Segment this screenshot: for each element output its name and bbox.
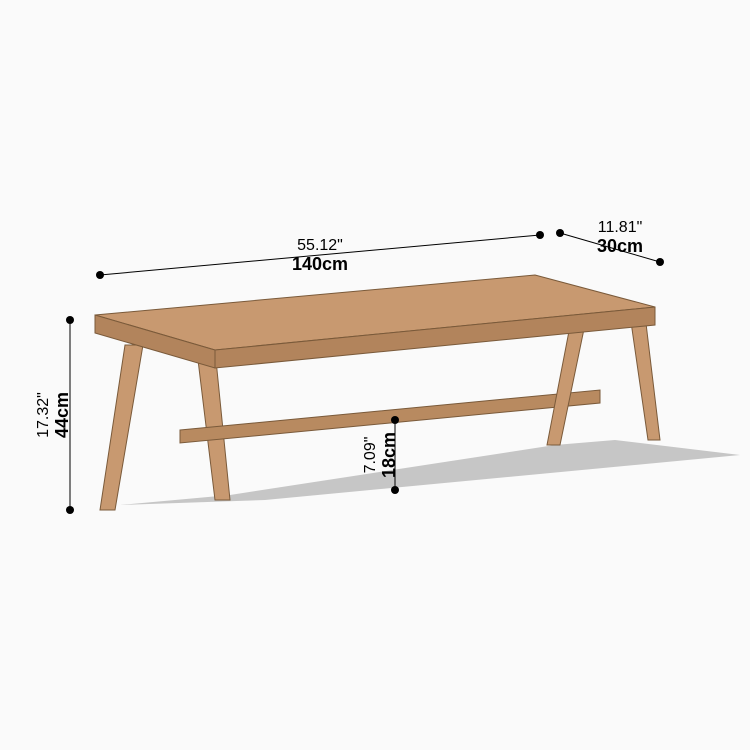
dimension-length-label: 55.12"140cm <box>292 237 348 274</box>
dimension-dot <box>556 229 564 237</box>
dimension-dot <box>391 486 399 494</box>
dimension-dot <box>96 271 104 279</box>
dimension-dot <box>536 231 544 239</box>
dimension-dot <box>656 258 664 266</box>
dimension-dot <box>66 316 74 324</box>
svg-text:7.09"18cm: 7.09"18cm <box>362 432 399 478</box>
dimension-dot <box>391 416 399 424</box>
dimension-dot <box>66 506 74 514</box>
dimension-crossbar-label: 7.09"18cm <box>362 432 399 478</box>
canvas-background <box>0 0 750 750</box>
svg-text:17.32"44cm: 17.32"44cm <box>35 392 72 438</box>
dimension-depth-label: 11.81"30cm <box>597 219 643 256</box>
dimension-height-label: 17.32"44cm <box>35 392 72 438</box>
